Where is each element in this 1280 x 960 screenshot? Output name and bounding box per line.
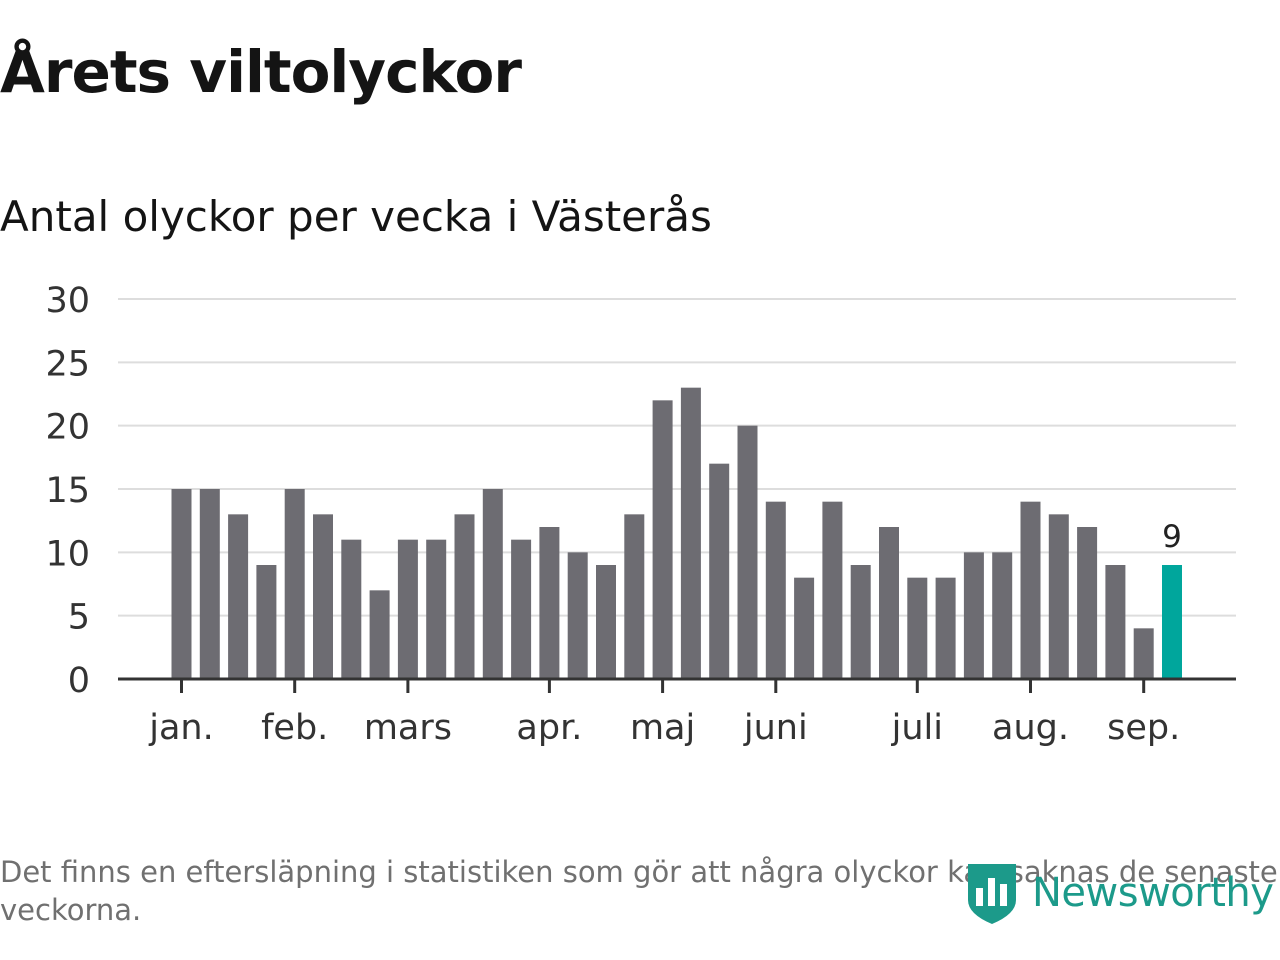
x-tick-label: apr. bbox=[516, 708, 582, 748]
bar bbox=[454, 514, 475, 679]
bar-chart-shield-icon bbox=[968, 864, 1016, 924]
bar bbox=[199, 489, 220, 679]
bar bbox=[963, 552, 984, 679]
x-tick-label: juni bbox=[743, 708, 808, 748]
bar bbox=[652, 400, 673, 679]
footnote: Det finns en eftersläpning i statistiken… bbox=[0, 855, 1278, 927]
bar bbox=[879, 527, 899, 679]
bar bbox=[511, 539, 532, 679]
bar bbox=[341, 539, 362, 679]
data-labels: 9 bbox=[1162, 519, 1182, 555]
bar bbox=[369, 590, 390, 679]
y-tick-label: 5 bbox=[68, 598, 90, 638]
y-axis-tick-labels: 0 5 10 15 20 25 30 bbox=[45, 281, 90, 701]
y-tick-label: 10 bbox=[45, 534, 90, 574]
x-tick-label: feb. bbox=[261, 708, 328, 748]
bar bbox=[596, 565, 616, 679]
bar bbox=[539, 527, 560, 679]
x-tick-label: aug. bbox=[992, 708, 1069, 748]
data-label-last: 9 bbox=[1162, 519, 1182, 555]
x-tick-label: juli bbox=[891, 708, 943, 748]
bar bbox=[284, 489, 305, 679]
bar bbox=[624, 514, 645, 679]
bar bbox=[1077, 527, 1098, 679]
bar bbox=[709, 463, 730, 679]
bar bbox=[1105, 565, 1126, 679]
chart-subtitle: Antal olyckor per vecka i Västerås bbox=[0, 192, 712, 241]
bar bbox=[1048, 514, 1069, 679]
bar bbox=[313, 514, 333, 679]
bar bbox=[907, 577, 928, 679]
bar-highlight bbox=[1162, 565, 1182, 679]
brand-logo: Newsworthy bbox=[966, 860, 1274, 926]
bar bbox=[794, 577, 815, 679]
x-tick-label: sep. bbox=[1107, 708, 1180, 748]
y-tick-label: 20 bbox=[45, 408, 90, 448]
bar bbox=[228, 514, 249, 679]
bar bbox=[567, 552, 588, 679]
x-axis-tick-labels: jan. feb. mars apr. maj juni juli aug. sep. bbox=[148, 708, 1180, 748]
y-tick-label: 0 bbox=[68, 661, 90, 701]
bar bbox=[992, 552, 1013, 679]
bar bbox=[1133, 628, 1154, 679]
bar bbox=[426, 539, 447, 679]
bar bbox=[822, 501, 843, 679]
bar bbox=[765, 501, 786, 679]
chart-title: Årets viltolyckor bbox=[0, 38, 522, 106]
bar bbox=[1020, 501, 1041, 679]
y-tick-label: 30 bbox=[45, 281, 90, 321]
bar bbox=[680, 387, 701, 679]
x-tick-label: maj bbox=[630, 708, 695, 748]
x-tick-label: jan. bbox=[148, 708, 213, 748]
x-axis bbox=[118, 677, 1236, 693]
bar bbox=[171, 489, 192, 679]
bar bbox=[935, 577, 956, 679]
bar bbox=[850, 565, 871, 679]
bar-chart: 0 5 10 15 20 25 30 jan. feb. mars apr. maj juni juli… bbox=[45, 281, 1236, 748]
bar bbox=[397, 539, 418, 679]
x-tick-label: mars bbox=[364, 708, 452, 748]
y-tick-label: 15 bbox=[45, 471, 90, 511]
y-tick-label: 25 bbox=[45, 344, 90, 384]
bar bbox=[482, 489, 503, 679]
bars bbox=[171, 387, 1182, 679]
brand-name: Newsworthy bbox=[1032, 870, 1274, 916]
bar bbox=[737, 425, 758, 679]
bar bbox=[256, 565, 277, 679]
